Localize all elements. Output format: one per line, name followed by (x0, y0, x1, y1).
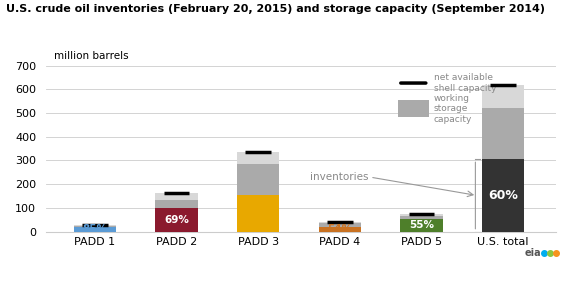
Bar (400, 216, 443, 232)
Bar (400, 214, 443, 232)
Bar (73, 227, 116, 232)
Text: 55%: 55% (409, 220, 434, 230)
Text: eia: eia (525, 248, 541, 258)
Bar (319, 223, 361, 232)
Bar (156, 200, 197, 232)
Text: million barrels: million barrels (54, 51, 129, 61)
Bar (482, 85, 525, 232)
Bar (237, 195, 280, 232)
Bar (482, 108, 525, 232)
Bar (73, 225, 116, 232)
Text: working
storage
capacity: working storage capacity (434, 94, 472, 124)
Bar (482, 159, 525, 232)
Text: net available
shell capacity: net available shell capacity (434, 73, 497, 93)
Text: inventories: inventories (310, 172, 369, 182)
Bar (400, 219, 443, 232)
Text: 56%: 56% (246, 208, 271, 218)
Text: 85%: 85% (82, 224, 107, 234)
Bar (237, 152, 280, 232)
Bar (319, 223, 361, 232)
Text: 69%: 69% (164, 215, 189, 225)
Bar (319, 227, 361, 232)
Bar (237, 164, 280, 232)
Bar (73, 226, 116, 232)
Bar (156, 208, 197, 232)
Text: U.S. crude oil inventories (February 20, 2015) and storage capacity (September 2: U.S. crude oil inventories (February 20,… (6, 4, 545, 14)
Bar (398, 100, 429, 117)
Bar (156, 192, 197, 232)
Text: 60%: 60% (488, 189, 518, 202)
Text: 54%: 54% (327, 224, 352, 234)
